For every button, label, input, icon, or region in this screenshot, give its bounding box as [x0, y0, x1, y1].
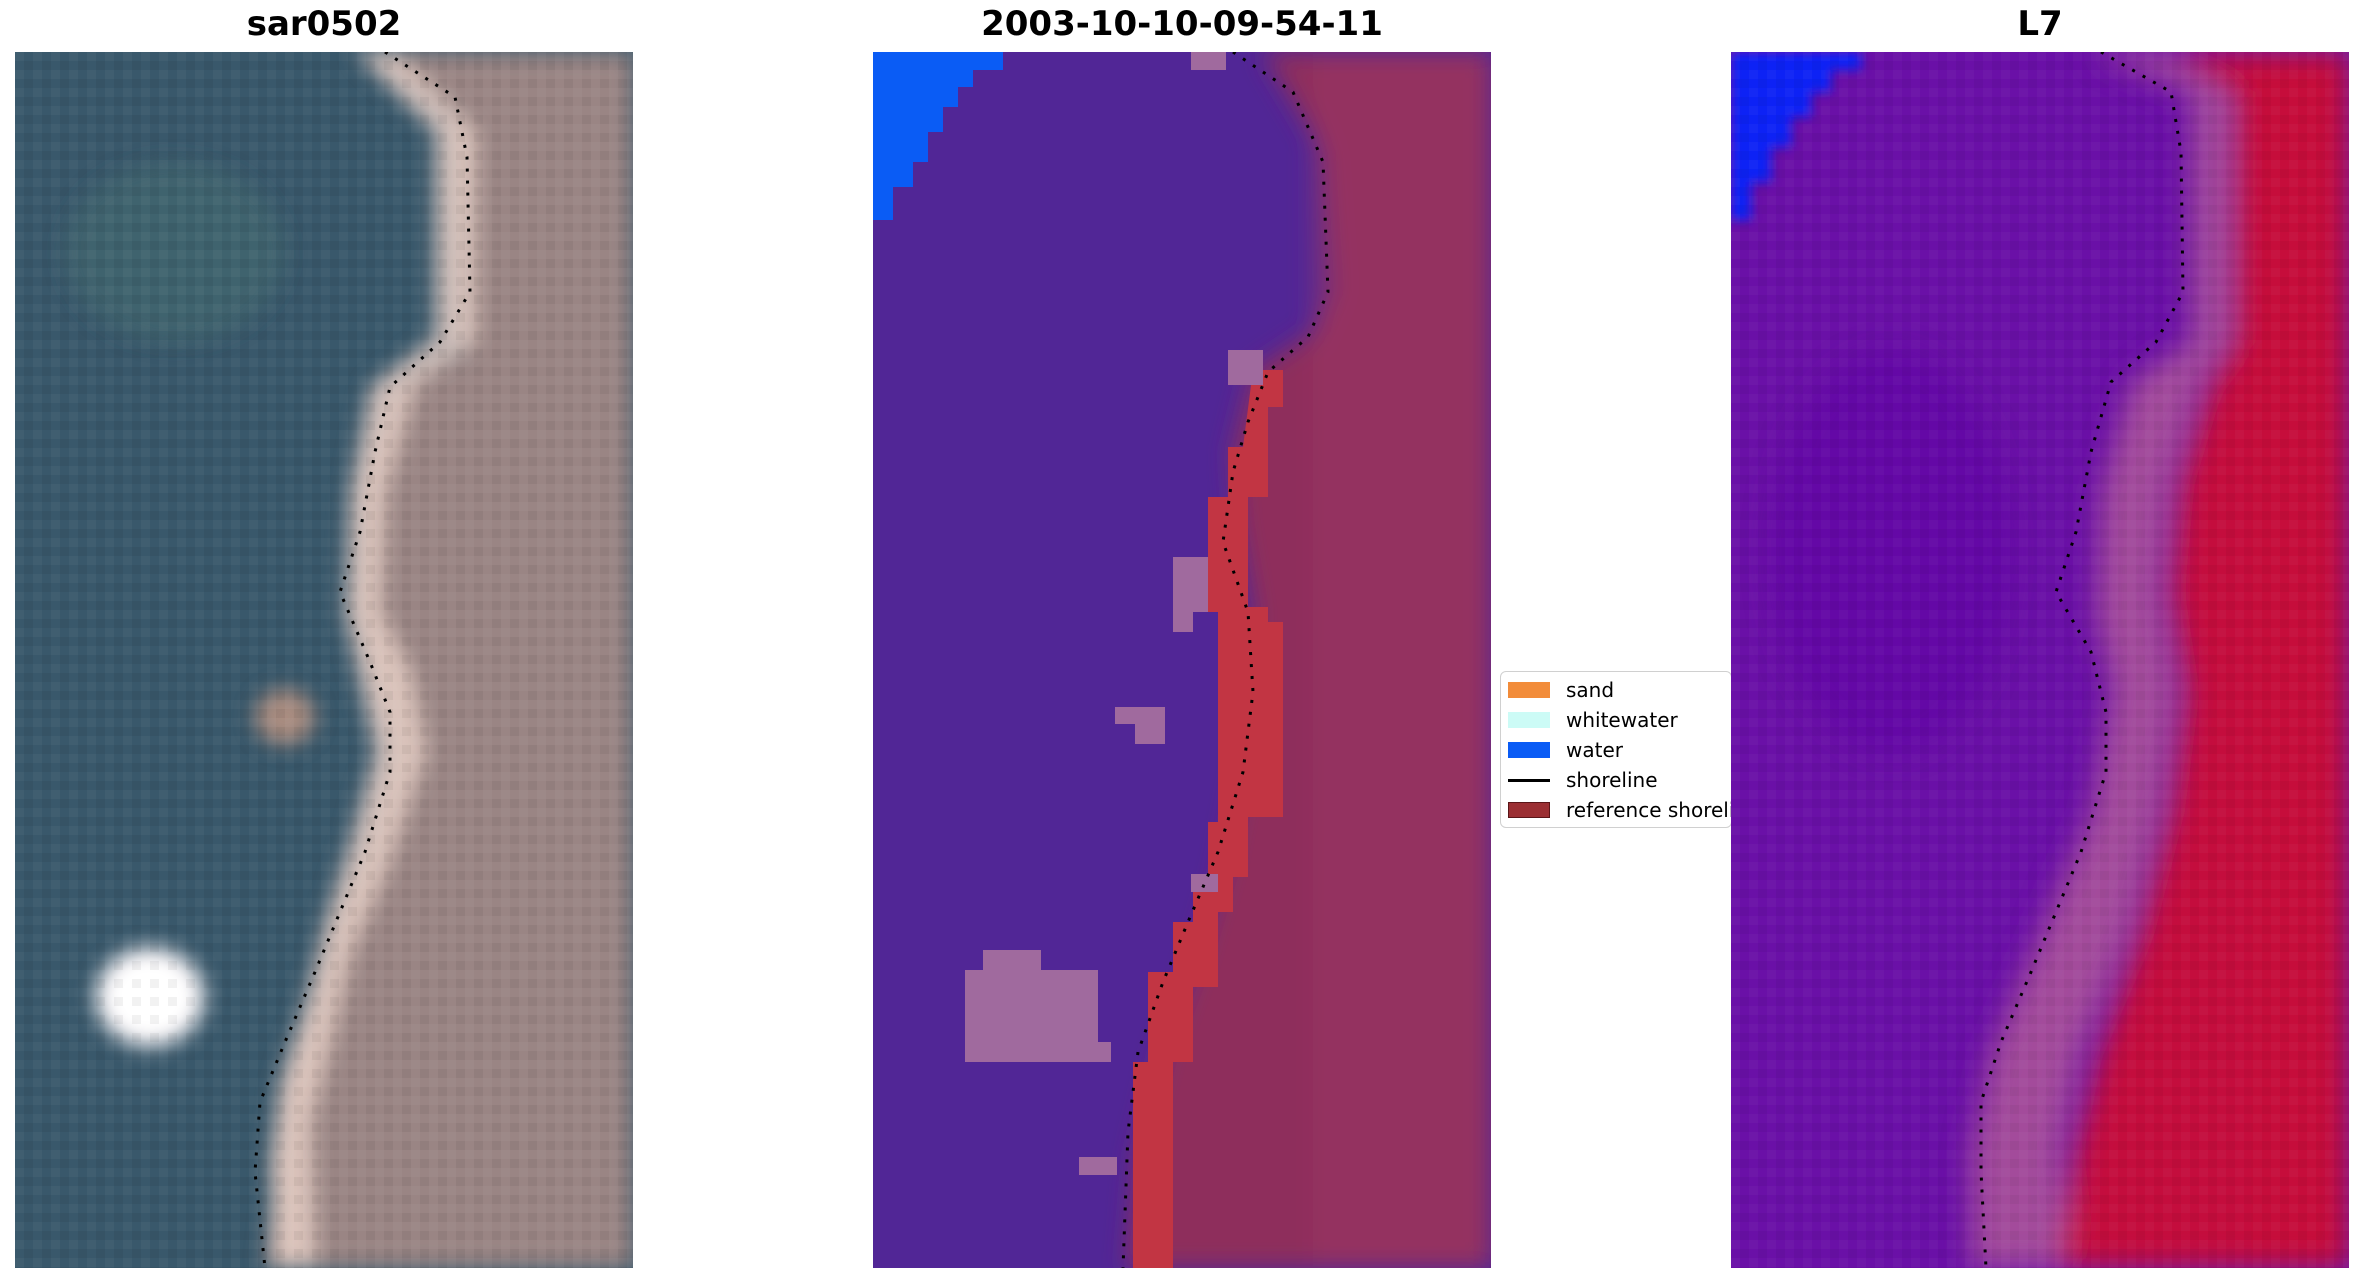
legend-label-water: water: [1566, 738, 1623, 762]
classification-panel: [873, 52, 1491, 1268]
class-blob-5: [1079, 1157, 1117, 1175]
panel-title-classification: 2003-10-10-09-54-11: [981, 4, 1383, 44]
whitewater-swatch: [1508, 712, 1550, 728]
class-reference-shoreline: [1133, 370, 1283, 1268]
legend-item-sand: sand: [1508, 677, 1614, 703]
panel-title-rgb: sar0502: [246, 4, 402, 44]
sand-swatch: [1508, 682, 1550, 698]
rgb-image-panel: [15, 52, 633, 1268]
reference-shoreline-swatch: [1508, 802, 1550, 818]
legend-item-whitewater: whitewater: [1508, 707, 1678, 733]
class-water-blue: [873, 52, 1003, 220]
panel-title-index: L7: [2017, 4, 2063, 44]
legend-label-sand: sand: [1566, 678, 1615, 702]
class-blob-3: [1115, 707, 1165, 744]
class-blob-6: [1191, 874, 1218, 892]
index-shoreline: [1979, 52, 2185, 1268]
legend-label-shoreline: shoreline: [1566, 768, 1658, 792]
shoreline-swatch: [1508, 778, 1550, 782]
legend-label-reference-shoreline: reference shoreline: [1566, 798, 1731, 822]
index-image-panel: [1731, 52, 2349, 1268]
class-blob-2: [1173, 557, 1208, 632]
legend: sand whitewater water shoreline referenc…: [1500, 671, 1732, 828]
class-blob-4: [965, 950, 1111, 1062]
legend-item-reference-shoreline: reference shoreline: [1508, 797, 1731, 823]
class-blob-1: [1228, 350, 1263, 385]
legend-label-whitewater: whitewater: [1566, 708, 1678, 732]
water-swatch: [1508, 742, 1550, 758]
legend-item-water: water: [1508, 737, 1623, 763]
legend-item-shoreline: shoreline: [1508, 767, 1658, 793]
